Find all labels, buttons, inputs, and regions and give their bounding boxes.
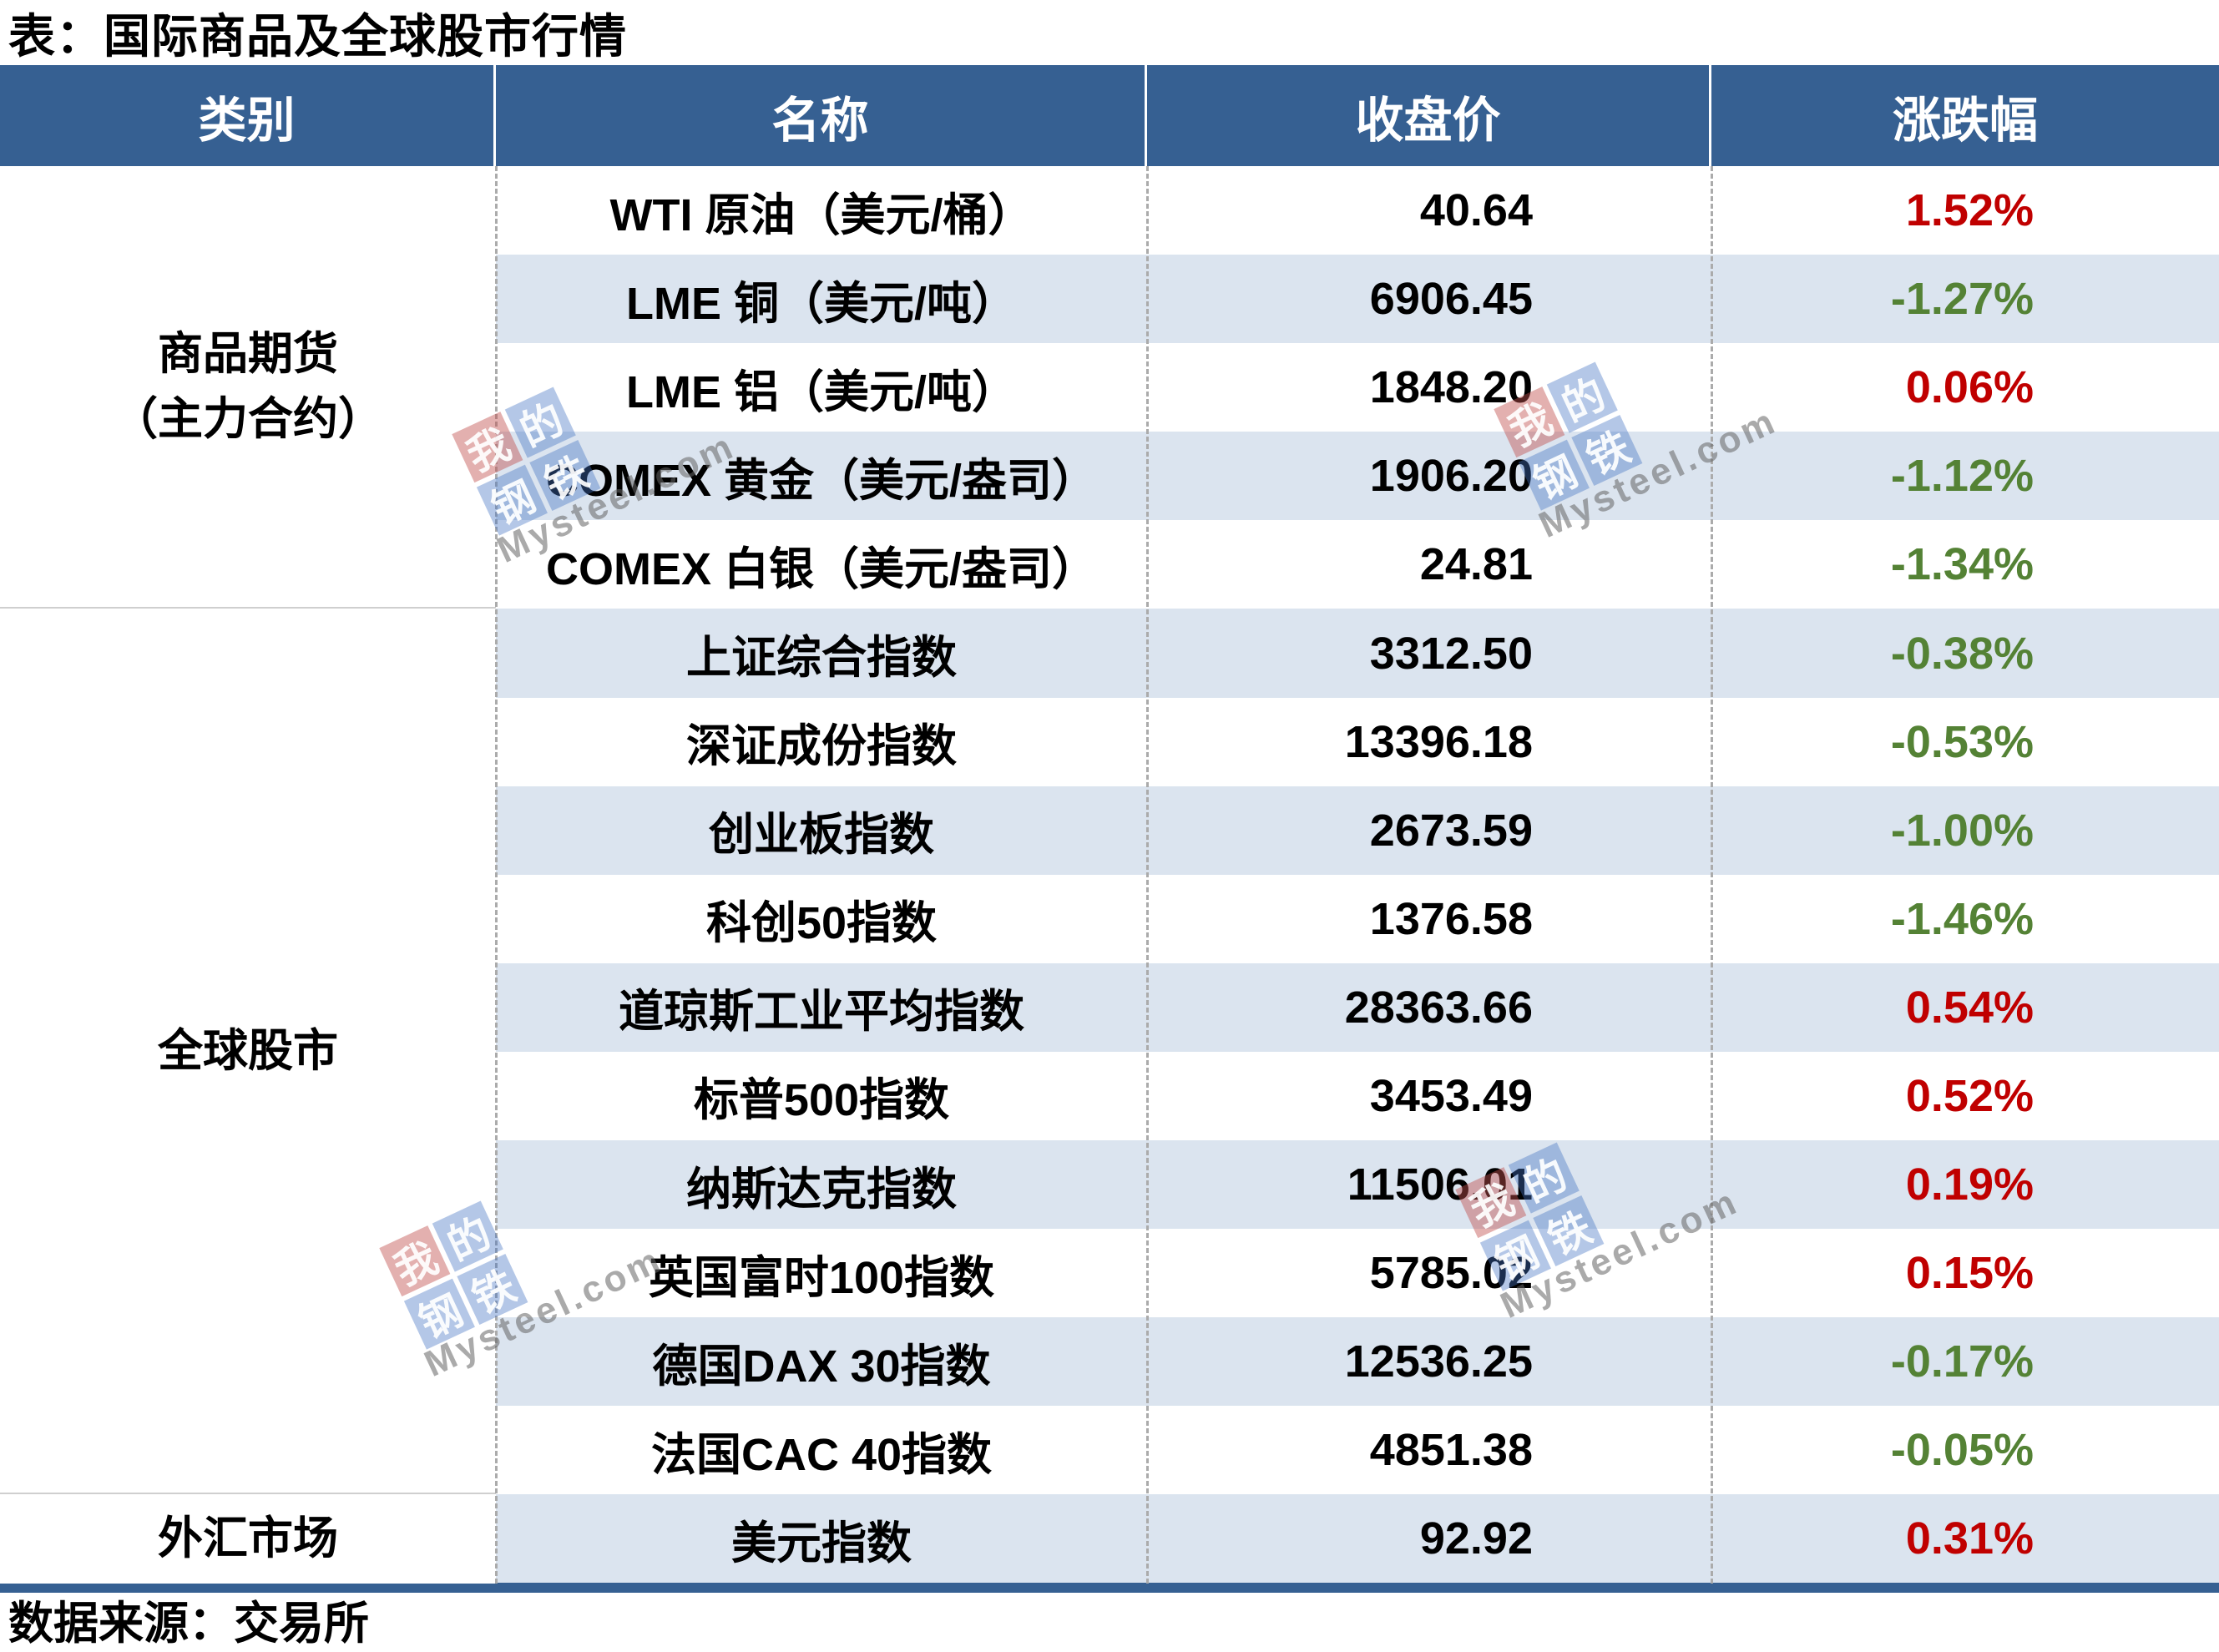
instrument-name-cell: LME 铝（美元/吨） [626,366,1017,417]
category-cell: 外汇市场 [0,1494,496,1584]
close-price-cell: 3312.50 [1147,609,1711,698]
close-price-cell: 1376.58 [1369,893,1533,944]
category-cell: 全球股市 [0,609,496,1495]
change-percent-cell: -0.38% [1711,609,2219,698]
instrument-name-cell: 深证成份指数 [686,721,957,772]
instrument-name-cell: 英国富时100指数 [648,1252,995,1303]
instrument-name-cell: 上证综合指数 [496,609,1147,698]
close-price-cell: 6906.45 [1147,255,1711,344]
instrument-name-cell: 标普500指数 [693,1075,950,1126]
instrument-name-cell: 德国DAX 30指数 [496,1317,1147,1407]
change-percent-cell: -1.00% [1711,786,2219,875]
category-label: 商品期货 [158,328,338,379]
instrument-name-cell: LME 铜（美元/吨） [496,255,1147,344]
change-percent-cell: 0.54% [1711,962,2219,1052]
change-percent-cell: -0.17% [1711,1317,2219,1407]
category-label: 全球股市 [158,1025,338,1076]
market-table: 类别 名称 收盘价 涨跌幅 商品期货 （主力合约） 全球股市外汇市场 WTI 原油（美… [0,65,2219,1584]
change-percent-cell: -1.12% [1711,432,2219,521]
instrument-name-cell: COMEX 黄金（美元/盎司） [496,432,1147,521]
category-cell: 商品期货 （主力合约） [0,166,496,609]
change-percent-cell: 0.52% [1905,1070,2034,1121]
change-percent-cell: 0.15% [1905,1248,2034,1299]
column-divider [1711,166,1713,1584]
data-source-note: 数据来源：交易所 [8,1598,369,1649]
instrument-name-cell: 美元指数 [496,1494,1147,1584]
column-header-category: 类别 [0,65,496,166]
column-header-close: 收盘价 [1147,65,1711,166]
close-price-cell: 3453.49 [1369,1070,1533,1121]
close-price-cell: 11506.01 [1147,1140,1711,1230]
close-price-cell: 40.64 [1419,185,1533,236]
close-price-cell: 2673.59 [1147,786,1711,875]
change-percent-cell: 0.19% [1711,1140,2219,1230]
change-percent-cell: 0.06% [1905,362,2034,413]
change-percent-cell: 1.52% [1905,185,2034,236]
close-price-cell: 1906.20 [1147,432,1711,521]
instrument-name-cell: 纳斯达克指数 [496,1140,1147,1230]
close-price-cell: 24.81 [1419,539,1533,590]
change-percent-cell: 0.31% [1711,1494,2219,1584]
change-percent-cell: -1.46% [1890,893,2034,944]
instrument-name-cell: WTI 原油（美元/桶） [609,189,1034,240]
change-percent-cell: -1.34% [1890,539,2034,590]
instrument-name-cell: COMEX 白银（美元/盎司） [545,543,1098,594]
page-title: 表：国际商品及全球股市行情 [8,9,627,63]
close-price-cell: 13396.18 [1344,716,1533,767]
table-bottom-bar [0,1583,2219,1593]
category-label: 外汇市场 [158,1513,338,1564]
column-header-change: 涨跌幅 [1711,65,2219,166]
close-price-cell: 28363.66 [1147,962,1711,1052]
close-price-cell: 5785.02 [1369,1248,1533,1299]
change-percent-cell: -0.53% [1890,716,2034,767]
column-header-name: 名称 [496,65,1147,166]
instrument-name-cell: 道琼斯工业平均指数 [496,962,1147,1052]
close-price-cell: 92.92 [1147,1494,1711,1584]
instrument-name-cell: 创业板指数 [496,786,1147,875]
close-price-cell: 1848.20 [1369,362,1533,413]
instrument-name-cell: 法国CAC 40指数 [650,1429,993,1480]
change-percent-cell: -0.05% [1890,1425,2034,1476]
close-price-cell: 4851.38 [1369,1425,1533,1476]
column-divider [1146,166,1149,1584]
category-label: （主力合约） [113,394,383,445]
close-price-cell: 12536.25 [1147,1317,1711,1407]
instrument-name-cell: 科创50指数 [705,898,938,949]
column-divider [495,166,498,1584]
change-percent-cell: -1.27% [1711,255,2219,344]
